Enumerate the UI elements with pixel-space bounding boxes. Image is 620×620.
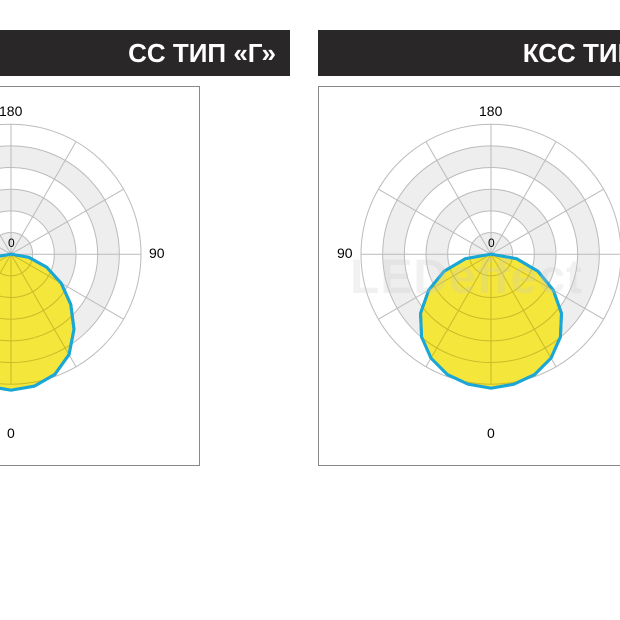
axis-label: 0	[487, 425, 495, 441]
polar-plot-svg	[0, 87, 201, 467]
axis-label: 90	[149, 245, 165, 261]
panel-title-text: КСС ТИП «	[523, 38, 620, 69]
axis-label: 90	[337, 245, 353, 261]
center-zero-label: 0	[488, 236, 495, 250]
figure-canvas: СС ТИП «Г»1809000КСС ТИП «1809000 LEDeff…	[0, 0, 620, 620]
panel-title-text: СС ТИП «Г»	[128, 38, 276, 69]
polar-plot-frame: 180 90 0 0	[0, 86, 200, 466]
panel-title: КСС ТИП «	[318, 30, 620, 76]
center-zero-label: 0	[8, 236, 15, 250]
axis-label: 0	[7, 425, 15, 441]
polar-panel-kss-g: СС ТИП «Г»1809000	[0, 30, 262, 512]
polar-plot-frame: 180 90 0 0	[318, 86, 620, 466]
axis-label: 180	[0, 103, 22, 119]
panel-title: СС ТИП «Г»	[0, 30, 290, 76]
polar-panel-kss-d: КСС ТИП « 180 90 0 0	[318, 30, 620, 512]
polar-plot-svg	[319, 87, 620, 467]
axis-label: 180	[479, 103, 502, 119]
